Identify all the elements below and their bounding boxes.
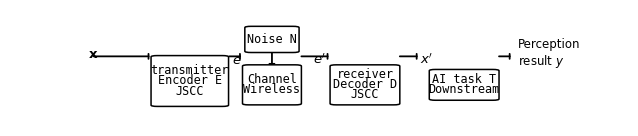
Text: $\mathit{e'}$: $\mathit{e'}$ <box>313 53 327 67</box>
FancyBboxPatch shape <box>242 65 301 105</box>
Text: Encoder E: Encoder E <box>158 75 222 87</box>
Text: $\mathit{e}$: $\mathit{e}$ <box>232 54 242 67</box>
FancyBboxPatch shape <box>245 26 299 52</box>
Text: Downstream: Downstream <box>429 83 500 96</box>
Text: AI task T: AI task T <box>432 73 496 86</box>
Text: $\mathit{x'}$: $\mathit{x'}$ <box>420 53 433 67</box>
Text: transmitter: transmitter <box>151 64 229 78</box>
Text: receiver: receiver <box>336 68 394 81</box>
Text: Perception
result $\mathit{y}$: Perception result $\mathit{y}$ <box>517 38 580 70</box>
FancyBboxPatch shape <box>429 69 499 100</box>
FancyBboxPatch shape <box>330 65 400 105</box>
Text: JSCC: JSCC <box>175 84 204 98</box>
Text: Decoder D: Decoder D <box>333 78 397 91</box>
Text: JSCC: JSCC <box>351 88 379 101</box>
Text: $\mathbf{x}$: $\mathbf{x}$ <box>87 48 98 61</box>
Text: Wireless: Wireless <box>244 83 300 96</box>
Text: Channel: Channel <box>247 73 297 86</box>
Text: Noise N: Noise N <box>247 33 297 46</box>
FancyBboxPatch shape <box>151 56 228 106</box>
